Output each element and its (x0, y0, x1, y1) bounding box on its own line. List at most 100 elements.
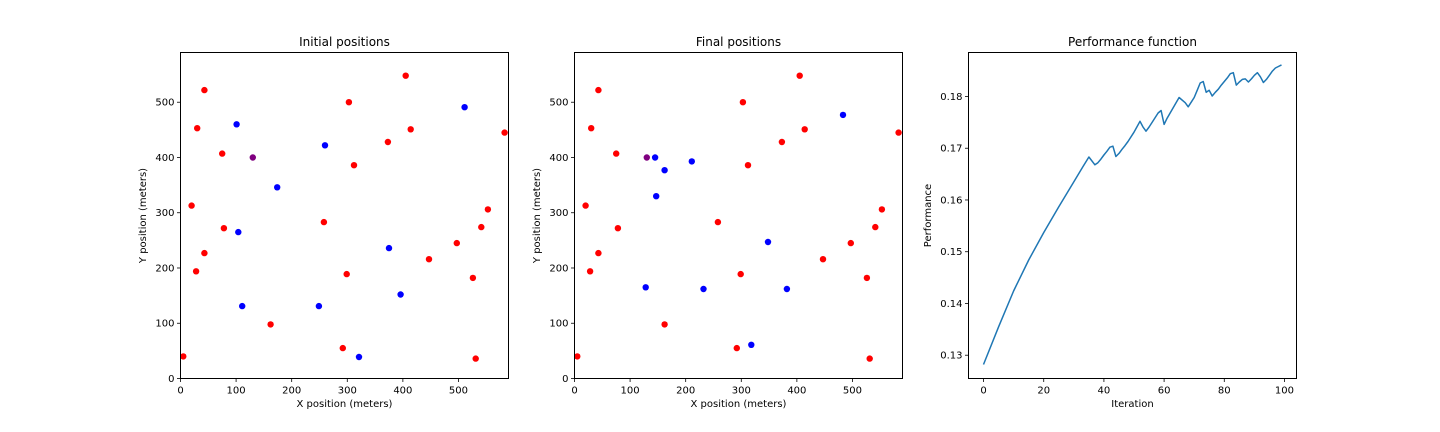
red-point (267, 321, 274, 328)
axis-ticks-initial: 0 100 200 300 400 500 0 100 200 300 400 500 (155, 98, 468, 397)
red-point (866, 355, 873, 362)
red-point (878, 206, 886, 213)
blue-point (783, 285, 791, 293)
red-point (847, 239, 854, 247)
x-tick-label: 200 (676, 386, 695, 397)
red-point (595, 86, 602, 94)
red-point (469, 274, 477, 282)
blue-point (661, 167, 668, 174)
red-point (320, 218, 328, 226)
red-point (588, 125, 595, 132)
y-tick-label: 100 (155, 319, 174, 330)
blue-point (233, 121, 240, 128)
purple-point (643, 154, 650, 161)
red-point (339, 344, 346, 352)
blue-point (688, 158, 695, 165)
red-point (819, 256, 827, 263)
y-tick-label: 400 (549, 153, 568, 164)
x-axis-label-performance: Iteration (1111, 399, 1153, 410)
x-tick-label: 60 (1158, 386, 1171, 397)
blue-point (385, 244, 393, 252)
red-point (384, 138, 392, 146)
red-point (453, 239, 460, 247)
y-tick-label: 500 (155, 98, 174, 109)
red-point (574, 353, 581, 360)
y-tick-label: 400 (155, 153, 174, 164)
axes-frame-final (574, 52, 903, 379)
red-point (407, 126, 414, 133)
x-tick-label: 100 (621, 386, 640, 397)
y-tick-label: 0.18 (940, 92, 962, 103)
x-tick-label: 100 (1275, 386, 1294, 397)
blue-point (839, 111, 847, 119)
plot-area-initial (180, 52, 509, 379)
blue-point (748, 341, 755, 348)
y-axis-label-initial: Y position (meters) (138, 168, 149, 264)
x-tick-label: 40 (1098, 386, 1111, 397)
blue-point (700, 285, 707, 293)
red-point (895, 129, 902, 136)
panel-initial-positions: 0 100 200 300 400 500 0 100 200 300 400 500 Initial… (138, 35, 509, 410)
x-tick-label: 20 (1037, 386, 1050, 397)
red-point (801, 126, 808, 133)
blue-point (355, 353, 363, 361)
red-point (661, 321, 668, 328)
red-point (188, 202, 195, 209)
chart-title-performance: Performance function (1068, 35, 1197, 49)
chart-title-initial: Initial positions (299, 35, 390, 49)
red-point (733, 344, 740, 352)
x-tick-label: 500 (449, 386, 468, 397)
red-point (180, 353, 187, 360)
axes-frame-performance (968, 52, 1297, 379)
y-axis-label-performance: Performance (923, 184, 934, 247)
red-point (472, 355, 479, 362)
axes-frame-initial (180, 52, 509, 379)
red-point (402, 72, 409, 79)
y-tick-label: 200 (549, 263, 568, 274)
blue-point (764, 238, 772, 246)
red-point (478, 223, 485, 231)
red-point (872, 223, 879, 231)
y-tick-label: 200 (155, 263, 174, 274)
red-point (192, 268, 200, 275)
y-axis-label-final: Y position (meters) (532, 168, 543, 264)
red-point (614, 225, 622, 232)
red-point (863, 274, 871, 282)
blue-point (397, 291, 404, 298)
x-tick-label: 400 (393, 386, 412, 397)
y-tick-label: 0.14 (940, 299, 962, 310)
red-point (201, 86, 208, 94)
blue-point (461, 104, 468, 111)
y-tick-label: 300 (155, 208, 174, 219)
scatter-marks-initial (180, 72, 508, 362)
x-axis-label-final: X position (meters) (691, 399, 787, 410)
blue-point (651, 154, 659, 161)
red-point (613, 150, 620, 157)
red-point (194, 125, 201, 132)
line-marks-performance (982, 64, 1282, 365)
red-point (343, 270, 350, 278)
y-tick-label: 300 (549, 208, 568, 219)
y-tick-label: 0.16 (940, 195, 962, 206)
scatter-marks-final (574, 72, 902, 362)
y-tick-label: 0.13 (940, 351, 962, 362)
y-tick-label: 0.15 (940, 247, 962, 258)
axis-ticks-performance: 0 20 40 60 80 100 0.13 0.14 0.15 0.16 0.17 0.18 (940, 92, 1294, 397)
x-tick-label: 300 (338, 386, 357, 397)
red-point (220, 225, 228, 232)
blue-point (653, 193, 660, 200)
red-point (778, 138, 786, 146)
blue-point (239, 302, 246, 310)
panel-performance: 0 20 40 60 80 100 0.13 0.14 0.15 0.16 0.17 0.18 Per… (923, 35, 1297, 410)
x-tick-label: 0 (571, 386, 577, 397)
red-point (739, 99, 747, 106)
y-tick-label: 0.17 (940, 144, 962, 155)
red-point (586, 268, 594, 275)
performance-line (982, 64, 1282, 365)
x-tick-label: 500 (843, 386, 862, 397)
blue-point (235, 228, 242, 236)
red-point (425, 256, 433, 263)
red-point (595, 249, 602, 257)
blue-point (642, 284, 649, 291)
plot-area-performance (968, 52, 1297, 379)
